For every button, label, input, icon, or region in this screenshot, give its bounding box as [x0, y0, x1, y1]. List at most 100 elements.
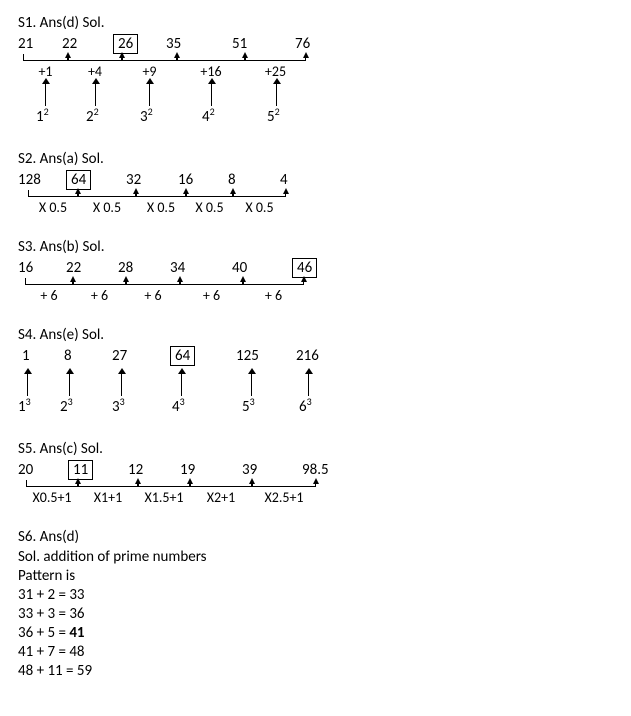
s2-segments: X 0.5X 0.5X 0.5X 0.5X 0.5 [18, 190, 613, 216]
s6-sub: Sol. addition of prime numbers [18, 548, 613, 566]
s3-segments: + 6+ 6+ 6+ 6+ 6 [18, 278, 613, 304]
series-segment: + 6 [243, 278, 304, 300]
series-segment: X 0.5 [233, 190, 286, 212]
segment-label: + 6 [25, 287, 73, 304]
series-value: 16 [178, 170, 193, 190]
series-segment: +16 [177, 54, 245, 76]
segment-label: X 0.5 [28, 199, 78, 216]
s4-varrows [18, 366, 613, 398]
series-value: 39 [242, 460, 257, 480]
series-segment: X 0.5 [186, 190, 233, 212]
series-segment: X2.5+1 [252, 480, 316, 502]
series-segment: X2+1 [190, 480, 252, 502]
series-value: 22 [66, 258, 81, 278]
series-value: 64 [66, 170, 91, 190]
s4-heading: S4. Ans(e) Sol. [18, 326, 613, 344]
series-segment: X 0.5 [136, 190, 186, 212]
s5-heading: S5. Ans(c) Sol. [18, 440, 613, 458]
series-segment: +9 [122, 54, 177, 76]
segment-label: X1+1 [78, 489, 138, 506]
up-arrow-icon [24, 368, 32, 396]
solution-s4: S4. Ans(e) Sol. 182764125216 13233343536… [18, 326, 613, 418]
series-value: 4 [280, 170, 288, 190]
solution-s6: S6. Ans(d) Sol. addition of prime number… [18, 528, 613, 680]
series-value: 12 [128, 460, 143, 480]
series-segment: +4 [68, 54, 122, 76]
segment-label: X2+1 [190, 489, 252, 506]
up-arrow-icon [118, 368, 126, 396]
series-value: 34 [170, 258, 185, 278]
series-segment: +25 [245, 54, 306, 76]
series-segment: X 0.5 [28, 190, 78, 212]
s1-varrows [18, 76, 613, 108]
series-value: 8 [64, 346, 72, 366]
power-term: 12 [36, 108, 49, 126]
segment-label: X 0.5 [186, 199, 233, 216]
series-value: 16 [18, 258, 33, 278]
series-value: 27 [112, 346, 127, 366]
up-arrow-icon [305, 368, 313, 396]
power-term: 22 [86, 108, 99, 126]
up-arrow-icon [66, 368, 74, 396]
segment-label: X 0.5 [233, 199, 286, 216]
series-value: 216 [296, 346, 319, 366]
power-term: 23 [60, 398, 73, 416]
series-value: 40 [232, 258, 247, 278]
power-term: 52 [267, 108, 280, 126]
s4-base: 132333435363 [18, 398, 613, 418]
series-value: 8 [228, 170, 236, 190]
segment-label: + 6 [180, 287, 243, 304]
series-value: 28 [118, 258, 133, 278]
segment-label: X 0.5 [136, 199, 186, 216]
series-value: 46 [292, 258, 317, 278]
series-segment: X1+1 [78, 480, 138, 502]
series-value: 1 [22, 346, 30, 366]
power-term: 43 [172, 398, 185, 416]
series-segment: +1 [23, 54, 68, 76]
power-term: 33 [112, 398, 125, 416]
solution-s5: S5. Ans(c) Sol. 201112193998.5 X0.5+1X1+… [18, 440, 613, 506]
series-segment: + 6 [73, 278, 126, 300]
s2-series: 128 64 32 16 8 4 [18, 170, 613, 190]
segment-label: + 6 [73, 287, 126, 304]
segment-label: X2.5+1 [252, 489, 316, 506]
series-value: 98.5 [302, 460, 329, 480]
s3-heading: S3. Ans(b) Sol. [18, 238, 613, 256]
series-segment: + 6 [180, 278, 243, 300]
s5-segments: X0.5+1X1+1X1.5+1X2+1X2.5+1 [18, 480, 613, 506]
s1-series: 212226355176 [18, 34, 613, 54]
pattern-line: 36 + 5 = 41 [18, 624, 613, 642]
up-arrow-icon [92, 78, 100, 106]
up-arrow-icon [248, 368, 256, 396]
series-value: 32 [126, 170, 141, 190]
series-value: 26 [113, 34, 138, 54]
s6-pattern-label: Pattern is [18, 567, 613, 585]
pattern-line: 41 + 7 = 48 [18, 643, 613, 661]
series-segment: + 6 [126, 278, 180, 300]
segment-label: + 6 [126, 287, 180, 304]
s5-series: 201112193998.5 [18, 460, 613, 480]
segment-label: X1.5+1 [138, 489, 190, 506]
up-arrow-icon [273, 78, 281, 106]
series-segment: X 0.5 [78, 190, 136, 212]
series-value: 125 [236, 346, 259, 366]
solution-s3: S3. Ans(b) Sol. 162228344046 + 6+ 6+ 6+ … [18, 238, 613, 304]
segment-label: + 6 [243, 287, 304, 304]
up-arrow-icon [208, 78, 216, 106]
series-value: 51 [232, 34, 247, 54]
series-value: 11 [68, 460, 93, 480]
solution-s2: S2. Ans(a) Sol. 12864321684 X 0.5X 0.5X … [18, 150, 613, 216]
series-segment: + 6 [25, 278, 73, 300]
series-value: 128 [18, 170, 41, 190]
series-value: 19 [180, 460, 195, 480]
s4-series: 182764125216 [18, 346, 613, 366]
series-segment: X1.5+1 [138, 480, 190, 502]
series-value: 22 [62, 34, 77, 54]
power-term: 32 [140, 108, 153, 126]
series-value: 76 [295, 34, 310, 54]
s1-segments: +1+4+9+16+25 [18, 54, 613, 76]
power-term: 13 [18, 398, 31, 416]
power-term: 42 [202, 108, 215, 126]
s1-heading: S1. Ans(d) Sol. [18, 14, 613, 32]
s6-pattern-lines: 31 + 2 = 3333 + 3 = 3636 + 5 = 4141 + 7 … [18, 586, 613, 680]
